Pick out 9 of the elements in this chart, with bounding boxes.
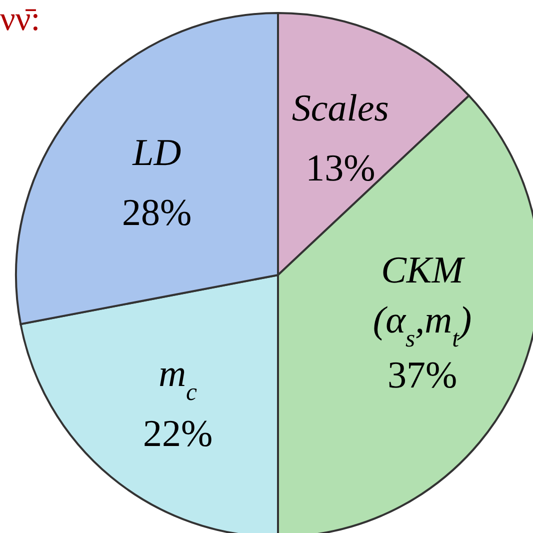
slice-label: Scales <box>292 88 389 130</box>
data-label: 37% <box>387 354 458 396</box>
chart-title: νν̄: <box>0 1 40 38</box>
data-label: 13% <box>306 148 376 190</box>
slice-label: m$_{c}$ <box>158 353 198 406</box>
data-label: 28% <box>122 192 192 234</box>
slice-label: LD <box>132 132 182 174</box>
slice-label: CKM (α$_{s}$,m$_{t}$) <box>372 249 472 352</box>
data-label: 22% <box>142 413 213 456</box>
